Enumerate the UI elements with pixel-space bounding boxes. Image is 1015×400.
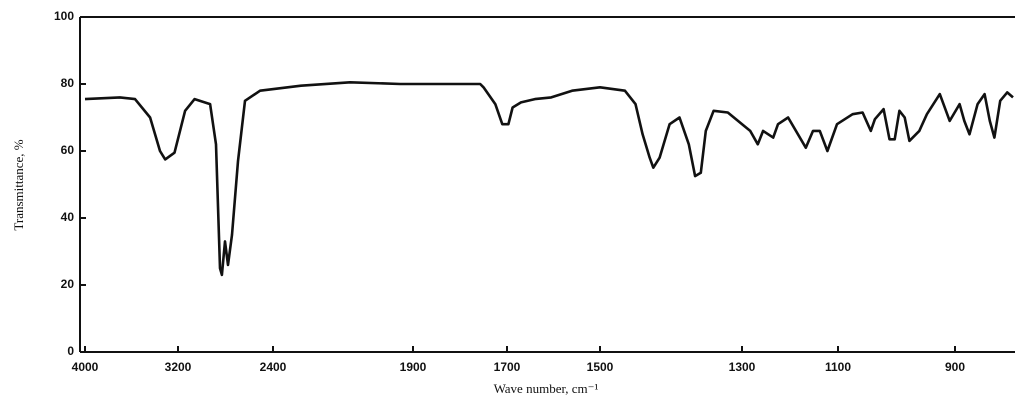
x-tick-label: 900: [945, 360, 965, 374]
x-tick-label: 1700: [494, 360, 521, 374]
y-tick-label: 40: [61, 210, 75, 224]
x-tick-label: 2400: [260, 360, 287, 374]
x-tick-label: 1900: [400, 360, 427, 374]
x-tick-label: 1300: [729, 360, 756, 374]
y-tick-label: 100: [54, 9, 74, 23]
y-tick-label: 20: [61, 277, 75, 291]
x-tick-label: 1500: [587, 360, 614, 374]
y-axis-label: Transmittance, %: [11, 139, 26, 230]
y-tick-label: 0: [67, 344, 74, 358]
x-axis-label: Wave number, cm⁻¹: [494, 381, 599, 396]
y-tick-label: 80: [61, 76, 75, 90]
y-tick-label: 60: [61, 143, 75, 157]
x-tick-label: 3200: [165, 360, 192, 374]
x-tick-label: 4000: [72, 360, 99, 374]
spectrum-line: [84, 81, 1014, 277]
x-tick-label: 1100: [825, 360, 851, 374]
